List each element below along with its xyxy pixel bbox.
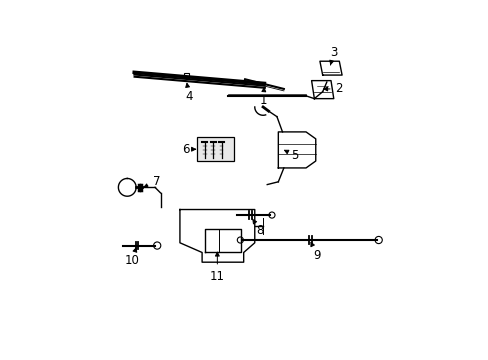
Text: 7: 7	[143, 175, 161, 188]
Text: 4: 4	[185, 83, 192, 103]
FancyBboxPatch shape	[196, 138, 233, 161]
Text: 6: 6	[182, 143, 195, 156]
Text: 10: 10	[124, 248, 139, 267]
Text: 11: 11	[209, 252, 224, 283]
Text: 5: 5	[284, 149, 298, 162]
Text: 9: 9	[310, 242, 320, 262]
Text: 2: 2	[323, 82, 343, 95]
Text: 1: 1	[259, 87, 266, 107]
Text: 3: 3	[329, 46, 337, 65]
Text: 8: 8	[252, 219, 264, 237]
